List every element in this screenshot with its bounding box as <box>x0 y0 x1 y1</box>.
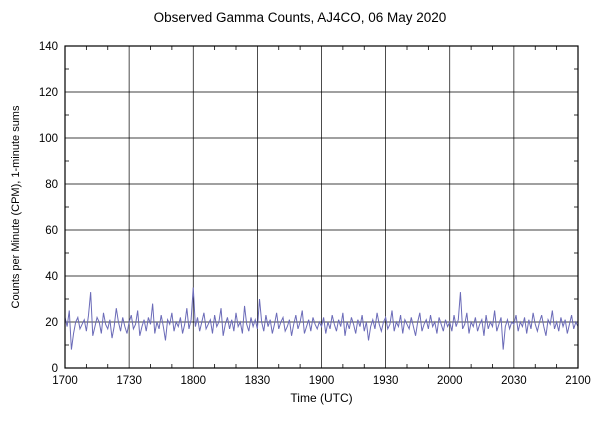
y-tick-label: 40 <box>45 271 58 283</box>
x-tick-label: 1730 <box>116 375 142 387</box>
y-tick-label: 80 <box>45 179 58 191</box>
x-tick-label: 1700 <box>52 375 78 387</box>
x-tick-label: 1900 <box>309 375 335 387</box>
y-tick-label: 120 <box>39 87 58 99</box>
plot-frame <box>64 45 579 369</box>
x-tick-label: 2030 <box>501 375 527 387</box>
x-axis-label: Time (UTC) <box>290 391 353 405</box>
chart-title: Observed Gamma Counts, AJ4CO, 06 May 202… <box>153 10 447 25</box>
y-tick-label: 20 <box>45 317 58 329</box>
x-tick-label: 2000 <box>437 375 463 387</box>
x-tick-label: 1800 <box>180 375 206 387</box>
y-tick-label: 60 <box>45 225 58 237</box>
y-tick-label: 0 <box>52 363 58 375</box>
y-tick-label: 100 <box>39 133 58 145</box>
x-tick-label: 1930 <box>373 375 399 387</box>
y-tick-label: 140 <box>39 41 58 53</box>
gamma-counts-series <box>64 287 579 350</box>
x-tick-label: 2100 <box>565 375 591 387</box>
x-tick-label: 1830 <box>245 375 271 387</box>
